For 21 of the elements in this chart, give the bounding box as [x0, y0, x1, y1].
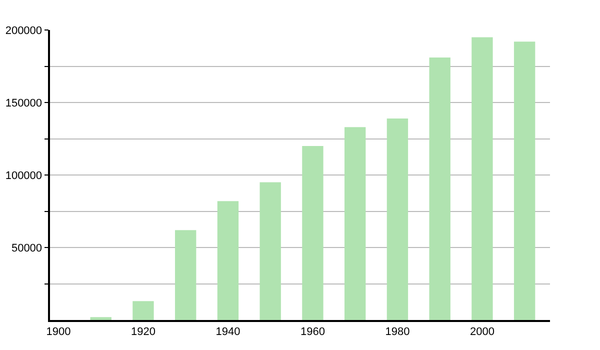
bar: [344, 127, 366, 320]
x-tick-label: 1940: [216, 326, 240, 338]
bar: [90, 317, 112, 320]
bar: [386, 118, 408, 320]
x-tick-label: 1900: [46, 326, 71, 338]
bar: [472, 37, 493, 320]
bar: [302, 146, 324, 320]
bar: [429, 58, 450, 320]
x-tick-label: 1980: [385, 326, 410, 338]
x-tick-label: 2000: [470, 326, 494, 338]
y-tick-label: 200000: [5, 24, 42, 37]
x-tick-label: 1960: [300, 326, 325, 338]
y-tick-label: 50000: [11, 242, 42, 254]
y-tick-label: 100000: [5, 170, 42, 182]
bar: [132, 301, 154, 320]
bar: [217, 201, 239, 320]
bar: [514, 42, 536, 320]
x-tick-label: 1920: [130, 326, 156, 338]
bar: [260, 182, 281, 320]
bar: [175, 230, 196, 320]
y-tick-label: 150000: [5, 97, 42, 110]
